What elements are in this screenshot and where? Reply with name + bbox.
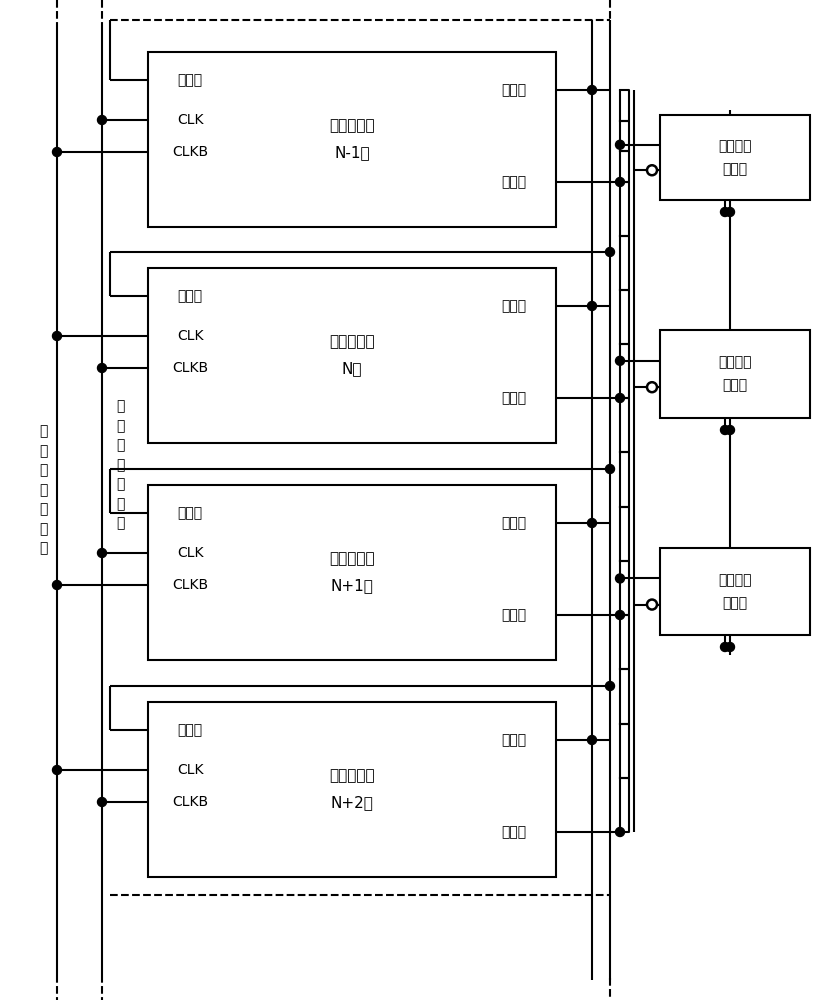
Text: CLKB: CLKB	[172, 145, 208, 159]
Text: 输入端: 输入端	[178, 506, 203, 520]
Circle shape	[721, 426, 730, 434]
Text: 输入端: 输入端	[178, 73, 203, 87]
Text: 移位寄存器
N+2级: 移位寄存器 N+2级	[329, 768, 375, 810]
Text: 输出端: 输出端	[501, 83, 526, 97]
Bar	[660, 548, 810, 635]
Text: 输出端开
关元件: 输出端开 关元件	[718, 356, 752, 392]
Circle shape	[53, 766, 61, 774]
Text: 移位寄存器
N+1级: 移位寄存器 N+1级	[329, 552, 375, 593]
Bar	[148, 485, 556, 660]
Circle shape	[53, 147, 61, 156]
Text: 输出端: 输出端	[501, 516, 526, 530]
Text: 输出端开
关元件: 输出端开 关元件	[718, 573, 752, 610]
Text: 输入端: 输入端	[178, 723, 203, 737]
Circle shape	[97, 798, 106, 806]
Circle shape	[721, 208, 730, 217]
Circle shape	[726, 426, 734, 434]
Text: 输入端: 输入端	[178, 289, 203, 303]
Text: 移位寄存器
N-1级: 移位寄存器 N-1级	[329, 118, 375, 160]
Circle shape	[615, 356, 624, 365]
Text: 复位端: 复位端	[501, 175, 526, 189]
Bar	[148, 52, 556, 227]
Circle shape	[606, 247, 614, 256]
Text: CLK: CLK	[177, 329, 204, 343]
Circle shape	[615, 140, 624, 149]
Circle shape	[587, 518, 597, 528]
Circle shape	[726, 643, 734, 652]
Text: CLK: CLK	[177, 113, 204, 127]
Bar	[660, 330, 810, 418]
Circle shape	[647, 165, 657, 175]
Text: CLKB: CLKB	[172, 578, 208, 592]
Text: CLKB: CLKB	[172, 795, 208, 809]
Circle shape	[615, 393, 624, 402]
Circle shape	[587, 736, 597, 744]
Circle shape	[721, 643, 730, 652]
Circle shape	[97, 115, 106, 124]
Bar	[148, 268, 556, 443]
Text: 复位端: 复位端	[501, 391, 526, 405]
Circle shape	[615, 574, 624, 583]
Circle shape	[647, 382, 657, 392]
Circle shape	[53, 580, 61, 589]
Circle shape	[726, 208, 734, 217]
Circle shape	[606, 464, 614, 474]
Text: 复位端: 复位端	[501, 608, 526, 622]
Bar	[660, 115, 810, 200]
Circle shape	[97, 548, 106, 558]
Circle shape	[97, 363, 106, 372]
Circle shape	[647, 600, 657, 610]
Text: CLKB: CLKB	[172, 361, 208, 375]
Circle shape	[53, 332, 61, 340]
Circle shape	[615, 178, 624, 186]
Text: 移位寄存器
N级: 移位寄存器 N级	[329, 334, 375, 376]
Text: 输出端开
关元件: 输出端开 关元件	[718, 139, 752, 176]
Text: CLK: CLK	[177, 763, 204, 777]
Text: 第
一
时
钟
信
号
线: 第 一 时 钟 信 号 线	[39, 424, 47, 556]
Circle shape	[615, 610, 624, 619]
Circle shape	[587, 86, 597, 95]
Text: 输出端: 输出端	[501, 733, 526, 747]
Text: 第
二
时
钟
信
号
线: 第 二 时 钟 信 号 线	[116, 399, 124, 530]
Circle shape	[615, 828, 624, 836]
Text: 复位端: 复位端	[501, 825, 526, 839]
Circle shape	[587, 302, 597, 310]
Text: 输出端: 输出端	[501, 299, 526, 313]
Text: CLK: CLK	[177, 546, 204, 560]
Bar	[148, 702, 556, 877]
Circle shape	[606, 682, 614, 690]
